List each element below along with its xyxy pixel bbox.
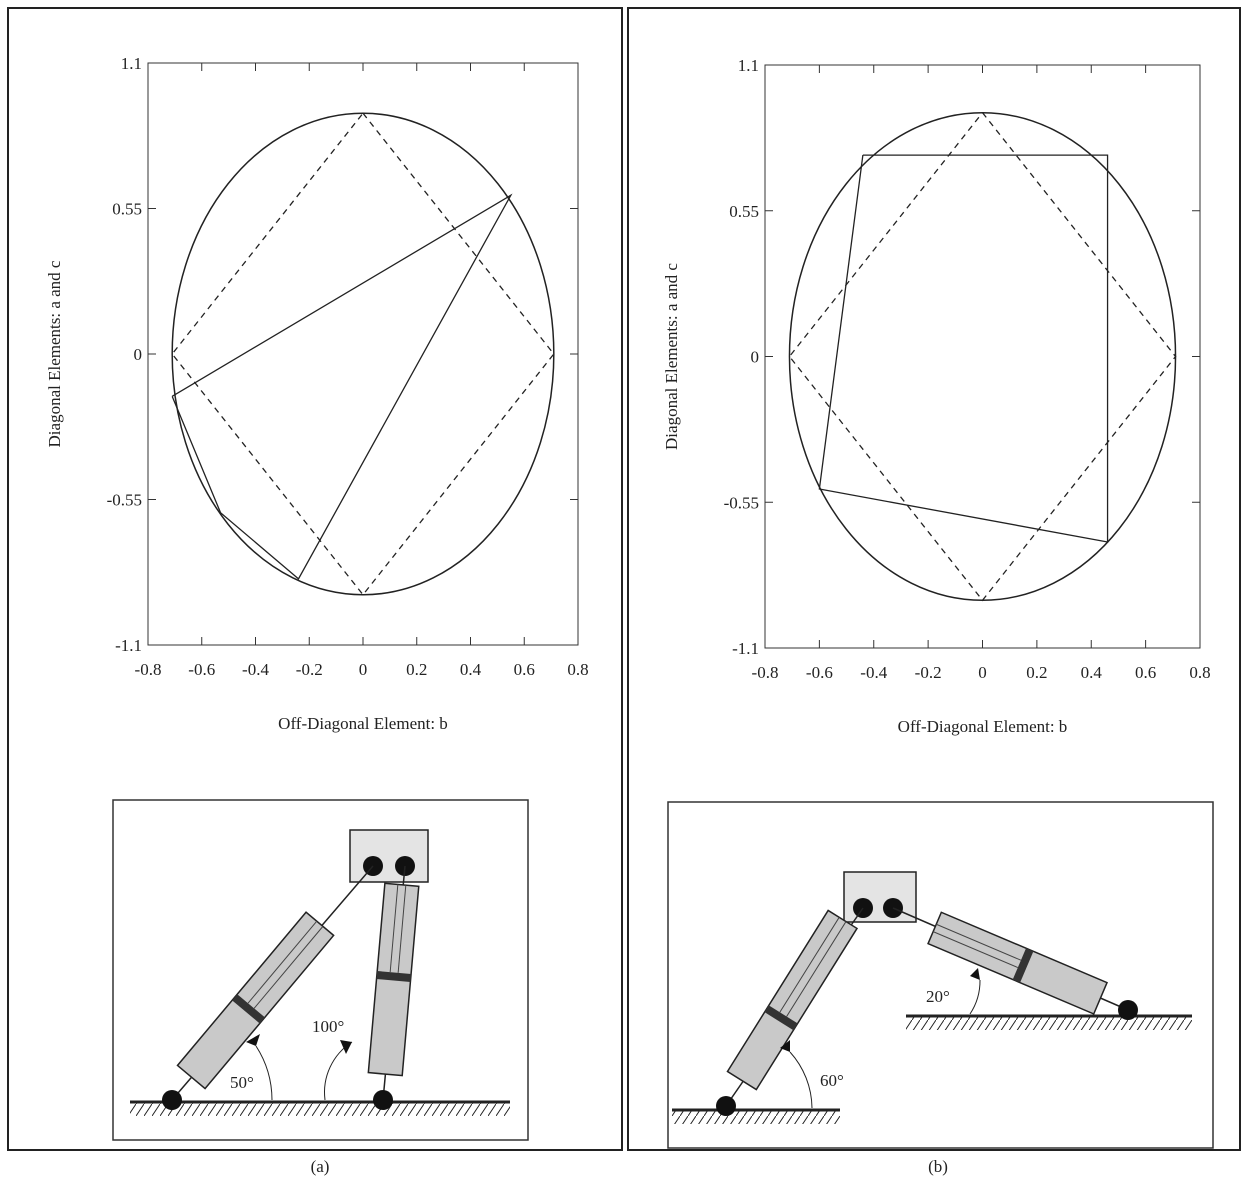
x-tick-label: -0.8 xyxy=(135,660,162,679)
diagram-a: 50° 100° xyxy=(113,800,528,1140)
x-tick-label: -0.4 xyxy=(860,663,887,682)
angle-label: 100° xyxy=(312,1017,344,1036)
caption: (b) xyxy=(928,1157,948,1176)
caption: (a) xyxy=(311,1157,330,1176)
line-series xyxy=(789,113,1175,601)
panel-border xyxy=(628,8,1240,1150)
ellipse xyxy=(789,113,1175,601)
x-tick-label: 0.8 xyxy=(1189,663,1210,682)
y-tick-label: 0 xyxy=(134,345,143,364)
angle-label: 50° xyxy=(230,1073,254,1092)
x-tick-label: -0.6 xyxy=(806,663,833,682)
y-tick-label: -1.1 xyxy=(732,639,759,658)
x-tick-label: -0.4 xyxy=(242,660,269,679)
x-tick-label: 0.6 xyxy=(514,660,535,679)
y-tick-label: 1.1 xyxy=(121,54,142,73)
x-tick-label: 0.2 xyxy=(406,660,427,679)
x-tick-label: -0.2 xyxy=(296,660,323,679)
x-tick-label: 0.6 xyxy=(1135,663,1156,682)
line-series xyxy=(172,195,511,579)
y-tick-label: -0.55 xyxy=(107,491,142,510)
x-tick-label: -0.8 xyxy=(752,663,779,682)
ellipse xyxy=(172,113,554,594)
x-axis-label: Off-Diagonal Element: b xyxy=(898,717,1068,736)
y-tick-label: 0.55 xyxy=(729,202,759,221)
line-series xyxy=(172,113,554,594)
x-tick-label: 0.4 xyxy=(1081,663,1103,682)
y-tick-label: -0.55 xyxy=(724,493,759,512)
y-axis-label: Diagonal Elements: a and c xyxy=(662,263,681,450)
y-axis-label: Diagonal Elements: a and c xyxy=(45,260,64,447)
x-tick-label: 0 xyxy=(359,660,368,679)
x-tick-label: -0.2 xyxy=(915,663,942,682)
y-tick-label: -1.1 xyxy=(115,636,142,655)
diagram-b: 60° 20° xyxy=(668,802,1213,1148)
angle-label: 20° xyxy=(926,987,950,1006)
angle-label: 60° xyxy=(820,1071,844,1090)
figure: 50° 100° (a) 60° 20° (b) -0.8-0.6-0.4-0 xyxy=(0,0,1245,1184)
y-tick-label: 0.55 xyxy=(112,200,142,219)
x-axis-label: Off-Diagonal Element: b xyxy=(278,714,448,733)
x-tick-label: 0.2 xyxy=(1026,663,1047,682)
y-tick-label: 1.1 xyxy=(738,56,759,75)
x-tick-label: 0 xyxy=(978,663,987,682)
x-tick-label: 0.8 xyxy=(567,660,588,679)
x-tick-label: 0.4 xyxy=(460,660,482,679)
plot-frame xyxy=(148,63,578,645)
y-tick-label: 0 xyxy=(751,348,760,367)
plot-frame xyxy=(765,65,1200,648)
line-series xyxy=(819,155,1107,542)
x-tick-label: -0.6 xyxy=(188,660,215,679)
panel-border xyxy=(8,8,622,1150)
